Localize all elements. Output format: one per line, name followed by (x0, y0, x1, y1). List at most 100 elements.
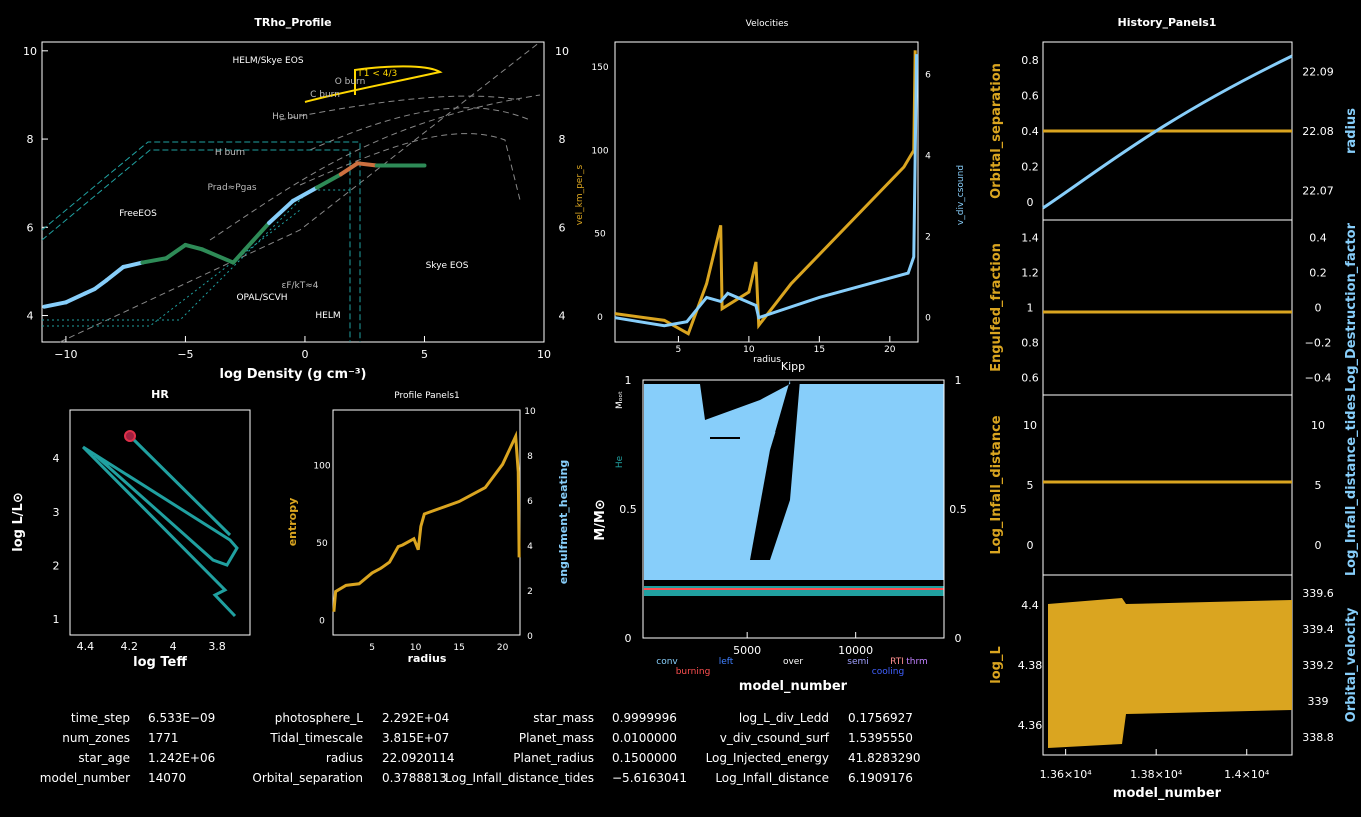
gamma-label: Γ1 < 4/3 (359, 69, 398, 79)
hist-ylabel: Engulfed_fraction (989, 243, 1004, 372)
hist-ytick: 4.36 (1018, 719, 1043, 732)
hr-xtick: 3.8 (208, 640, 226, 653)
hist-rytick: 0.2 (1309, 267, 1327, 280)
info-key: time_step (71, 711, 130, 725)
info-value: 0.0100000 (612, 731, 677, 745)
pp-entropy-series (332, 430, 521, 612)
info-key: log_L_div_Ledd (739, 711, 829, 725)
hist-rytick: 339 (1308, 695, 1329, 708)
hist-xtick: 1.4×10⁴ (1224, 768, 1270, 781)
freeeos-boundary (41, 149, 351, 342)
kipp-legend-item: thrm (906, 657, 928, 667)
kipp-panel: Kipp 5000 10000 0 0 0.5 0.5 1 1 model_number M/M⊙ M… (593, 360, 967, 694)
hist-rytick: 10 (1311, 419, 1325, 432)
trho-xlabel: log Density (g cm⁻³) (219, 367, 366, 382)
trho-profile-segment (183, 242, 205, 252)
hist-rytick: 22.07 (1302, 184, 1334, 197)
vel-rytick: 0 (925, 314, 931, 324)
kipp-legend-item: cooling (872, 667, 904, 677)
kipp-gap (750, 380, 800, 560)
info-key: num_zones (62, 731, 130, 745)
hr-track (81, 434, 239, 618)
burn-label: C burn (310, 90, 340, 100)
info-value: 22.0920114 (382, 751, 455, 765)
trho-profile-segment (104, 265, 126, 283)
hr-xlabel: log Teff (133, 655, 187, 670)
info-key: Planet_radius (513, 751, 594, 765)
kipp-title: Kipp (781, 360, 805, 373)
hist-rytick: 0.4 (1309, 232, 1327, 245)
hist-ytick: 0.8 (1021, 54, 1039, 67)
info-value: −5.6163041 (612, 771, 687, 785)
hist-panel-frame (1042, 219, 1293, 396)
hr-frame (69, 409, 251, 636)
info-key: Orbital_separation (252, 771, 363, 785)
hist-rlabel: Orbital_velocity (1344, 607, 1359, 722)
trho-profile-segment (243, 220, 272, 252)
hr-xtick: 4 (170, 640, 177, 653)
region-label: OPAL/SCVH (236, 293, 287, 303)
vel-xtick: 15 (814, 345, 825, 355)
hist-ylabel: log_L (989, 646, 1004, 683)
info-value: 3.815E+07 (382, 731, 449, 745)
pp-rytick: 10 (524, 407, 536, 417)
trho-profile-segment (140, 256, 169, 265)
info-key: star_mass (533, 711, 594, 725)
trho-profile-panel: TRho_Profile −10 −5 0 5 10 4 4 6 6 8 8 10 10 log Densi… (23, 16, 569, 382)
hr-ylabel: log L/L⊙ (11, 492, 26, 551)
trho-rytick: 4 (559, 310, 566, 323)
kipp-frame (642, 379, 945, 639)
info-value: 1.5395550 (848, 731, 913, 745)
hist-ylabel: Orbital_separation (989, 63, 1004, 199)
hist-ytick: 0.8 (1021, 337, 1039, 350)
info-key: Planet_mass (519, 731, 594, 745)
velocities-panel: Velocities 5 10 15 20 0 50 100 150 0 2 4 6 radius vel_… (575, 19, 966, 365)
hist-ytick: 0 (1027, 196, 1034, 209)
trho-profile-segment (355, 161, 379, 168)
hist-ytick: 0 (1027, 539, 1034, 552)
pp-ytick: 50 (316, 539, 328, 549)
vel-xtick: 5 (676, 345, 682, 355)
vel-ytick: 100 (591, 146, 608, 156)
hist-xlabel: model_number (1113, 786, 1222, 801)
vel-rytick: 4 (925, 152, 931, 162)
hist-rlabel: Log_Infall_distance_tides (1344, 394, 1359, 577)
burn-label: H burn (215, 148, 245, 158)
kipp-legend-item: over (783, 657, 803, 667)
pp-xtick: 15 (453, 643, 464, 653)
vel-ytick: 150 (591, 63, 608, 73)
trho-profile-segment (121, 260, 145, 269)
hist-rytick: 339.6 (1302, 587, 1334, 600)
trho-curve (309, 107, 531, 151)
trho-profile-segment (200, 247, 236, 265)
trho-ytick: 4 (27, 310, 34, 323)
hist-ytick: 1.4 (1021, 232, 1039, 245)
info-key: photosphere_L (275, 711, 364, 725)
hist-ylabel: Log_Infall_distance (989, 415, 1004, 554)
kipp-legend-item: conv (656, 657, 678, 667)
trho-profile-segment (291, 185, 319, 203)
vel-rytick: 6 (925, 70, 931, 80)
info-table: time_step 6.533E−09 photosphere_L 2.292E+04… (40, 711, 921, 785)
opal-boundary (42, 189, 350, 321)
vel-ytick: 50 (594, 230, 606, 240)
hist-radius (1042, 54, 1293, 210)
hist-rytick: −0.4 (1305, 372, 1332, 385)
region-label: Skye EOS (426, 261, 469, 271)
hr-xtick: 4.4 (77, 640, 95, 653)
hist-rytick: 22.08 (1302, 125, 1334, 138)
trho-profile-segment (42, 300, 68, 309)
hist-rytick: 0 (1315, 302, 1322, 315)
vel-rlabel: v_div_csound (956, 165, 966, 225)
info-value: 0.1500000 (612, 751, 677, 765)
vel-series-blue (614, 54, 919, 328)
kipp-he-core (644, 586, 944, 596)
hist-rytick: 339.2 (1302, 659, 1334, 672)
kipp-he-label: He (615, 455, 625, 468)
pp-rlabel: engulfment_heating (557, 460, 570, 585)
hist-ytick: 0.6 (1021, 89, 1039, 102)
hist-ytick: 4.4 (1021, 599, 1039, 612)
pp-title: Profile Panels1 (394, 391, 460, 401)
pp-xtick: 20 (497, 643, 509, 653)
